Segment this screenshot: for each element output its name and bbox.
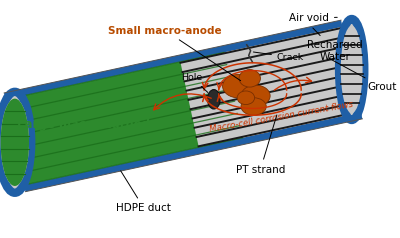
Polygon shape xyxy=(4,20,342,99)
Ellipse shape xyxy=(1,99,29,186)
Text: PT strand: PT strand xyxy=(236,115,285,175)
Text: Hole: Hole xyxy=(181,73,208,93)
Polygon shape xyxy=(6,52,244,185)
Text: Small macro-anode: Small macro-anode xyxy=(108,25,241,81)
Ellipse shape xyxy=(1,99,29,186)
Polygon shape xyxy=(24,112,362,192)
Ellipse shape xyxy=(241,98,266,115)
Ellipse shape xyxy=(208,89,220,109)
Ellipse shape xyxy=(237,91,255,104)
Text: Macro-cell corrosion current flows: Macro-cell corrosion current flows xyxy=(209,99,354,134)
Ellipse shape xyxy=(0,92,31,193)
Text: Crack: Crack xyxy=(253,52,304,62)
Ellipse shape xyxy=(222,74,254,98)
Ellipse shape xyxy=(241,85,270,106)
Text: Recharged
Water: Recharged Water xyxy=(307,28,363,62)
Text: HDPE duct: HDPE duct xyxy=(116,171,171,213)
Ellipse shape xyxy=(339,19,364,120)
Polygon shape xyxy=(180,27,361,147)
Text: Large macro-cathode: Large macro-cathode xyxy=(17,118,158,131)
Text: Grout: Grout xyxy=(329,58,396,92)
Text: Air void: Air void xyxy=(289,13,337,23)
Polygon shape xyxy=(4,20,362,192)
Ellipse shape xyxy=(239,69,260,87)
Ellipse shape xyxy=(341,26,362,113)
